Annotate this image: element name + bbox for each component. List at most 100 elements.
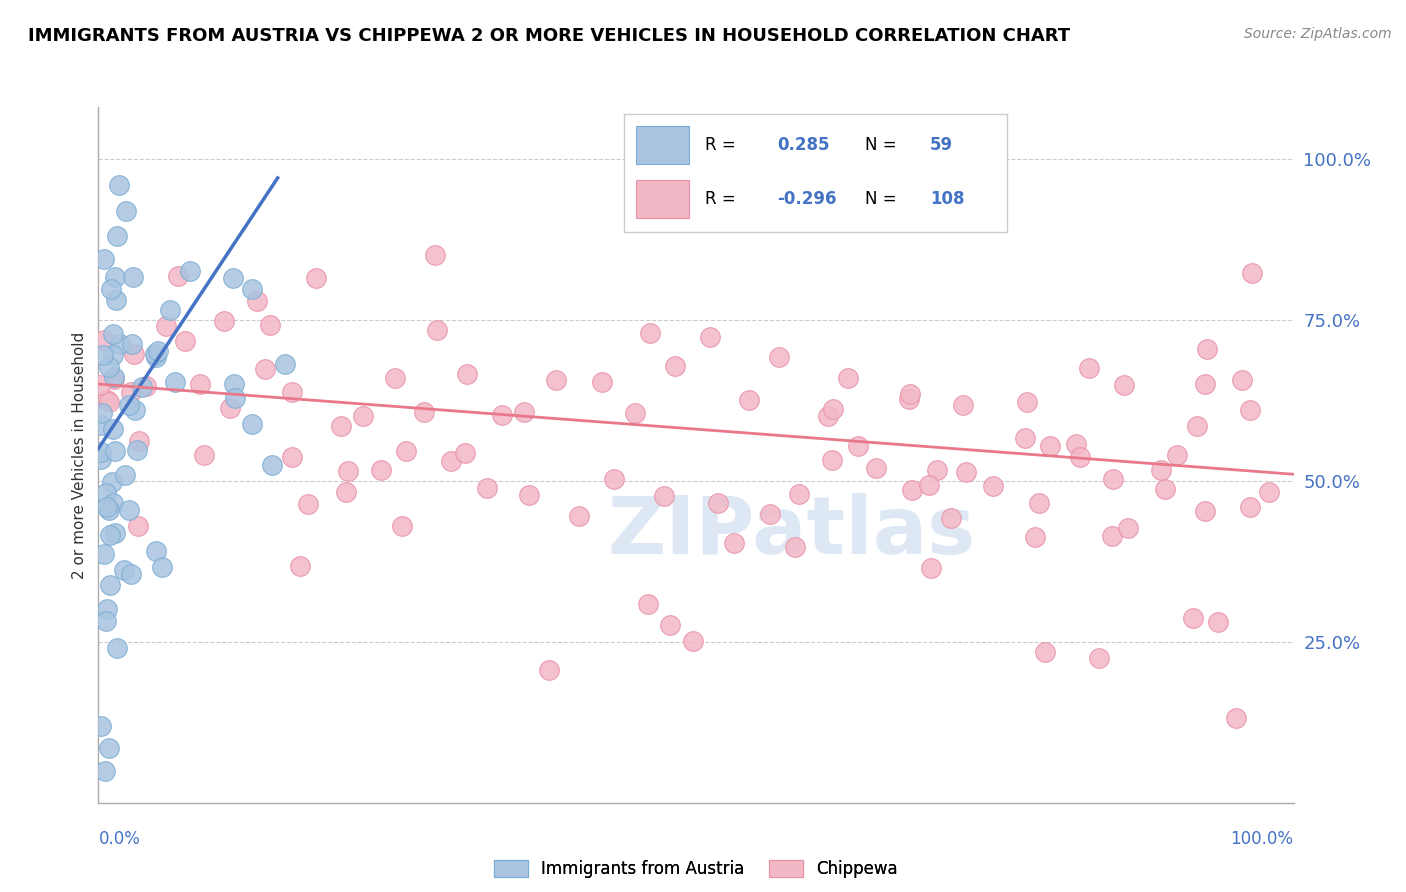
Point: [98, 503, 121, 517]
Point: [1194, 504, 1216, 518]
Point: [603, 472, 626, 486]
Point: [274, 357, 297, 371]
Point: [759, 507, 782, 521]
Point: [1166, 448, 1188, 462]
Point: [122, 269, 145, 284]
Point: [1028, 496, 1050, 510]
Point: [920, 561, 942, 575]
Point: [110, 336, 132, 351]
Point: [103, 443, 125, 458]
Point: [127, 442, 149, 457]
Point: [337, 464, 360, 478]
Point: [152, 560, 174, 574]
Point: [391, 519, 413, 533]
Point: [952, 398, 974, 412]
Point: [93, 334, 115, 348]
Point: [817, 409, 839, 423]
Point: [246, 293, 269, 308]
Point: [93, 252, 115, 267]
Point: [453, 446, 475, 460]
Point: [624, 406, 647, 420]
Point: [1182, 611, 1205, 625]
Point: [96, 602, 118, 616]
Point: [145, 544, 167, 558]
Point: [1206, 615, 1229, 629]
Point: [897, 392, 920, 406]
Point: [90, 445, 112, 459]
Point: [898, 386, 921, 401]
Point: [159, 302, 181, 317]
Point: [97, 360, 120, 375]
Point: [517, 488, 540, 502]
Text: Source: ZipAtlas.com: Source: ZipAtlas.com: [1244, 27, 1392, 41]
Point: [1112, 377, 1135, 392]
Point: [640, 326, 662, 341]
Point: [737, 393, 759, 408]
Point: [90, 452, 112, 467]
Point: [491, 409, 513, 423]
Point: [96, 392, 118, 407]
Point: [218, 401, 240, 416]
Point: [981, 479, 1004, 493]
Point: [253, 361, 276, 376]
Point: [330, 419, 353, 434]
Point: [335, 485, 357, 500]
Point: [1241, 267, 1264, 281]
Point: [131, 380, 153, 394]
Point: [89, 378, 111, 392]
Point: [90, 406, 112, 420]
Point: [120, 567, 142, 582]
Point: [1232, 373, 1254, 387]
Point: [440, 454, 463, 468]
Point: [538, 663, 561, 677]
Point: [682, 634, 704, 648]
Point: [101, 327, 124, 342]
Point: [846, 439, 869, 453]
Point: [98, 577, 121, 591]
Point: [93, 764, 115, 778]
Point: [280, 450, 302, 465]
Point: [107, 228, 129, 243]
Point: [1150, 463, 1173, 477]
Point: [103, 370, 125, 384]
Point: [280, 384, 302, 399]
Point: [477, 481, 499, 495]
Point: [1078, 361, 1101, 376]
Point: [112, 563, 135, 577]
Point: [568, 508, 591, 523]
Point: [1185, 419, 1208, 434]
Point: [544, 373, 567, 387]
Point: [955, 465, 977, 479]
Point: [658, 617, 681, 632]
Point: [1088, 650, 1111, 665]
Point: [1066, 437, 1088, 451]
Point: [143, 347, 166, 361]
Point: [1024, 530, 1046, 544]
Point: [1101, 529, 1123, 543]
Point: [135, 378, 157, 392]
Text: 0.0%: 0.0%: [98, 830, 141, 847]
Point: [426, 323, 449, 337]
Point: [124, 403, 146, 417]
Point: [1116, 521, 1139, 535]
Point: [179, 264, 201, 278]
Point: [103, 348, 125, 362]
Point: [173, 334, 195, 349]
Point: [925, 463, 948, 477]
Point: [101, 421, 124, 435]
Point: [384, 371, 406, 385]
Y-axis label: 2 or more Vehicles in Household: 2 or more Vehicles in Household: [72, 331, 87, 579]
Point: [395, 443, 418, 458]
Point: [1257, 485, 1279, 500]
Point: [103, 372, 125, 386]
Point: [901, 483, 924, 498]
Point: [104, 526, 127, 541]
Point: [122, 347, 145, 361]
Point: [513, 405, 536, 419]
Point: [118, 398, 141, 412]
Point: [723, 535, 745, 549]
Point: [105, 293, 128, 307]
Point: [107, 178, 129, 192]
Point: [121, 336, 143, 351]
Point: [94, 486, 117, 500]
